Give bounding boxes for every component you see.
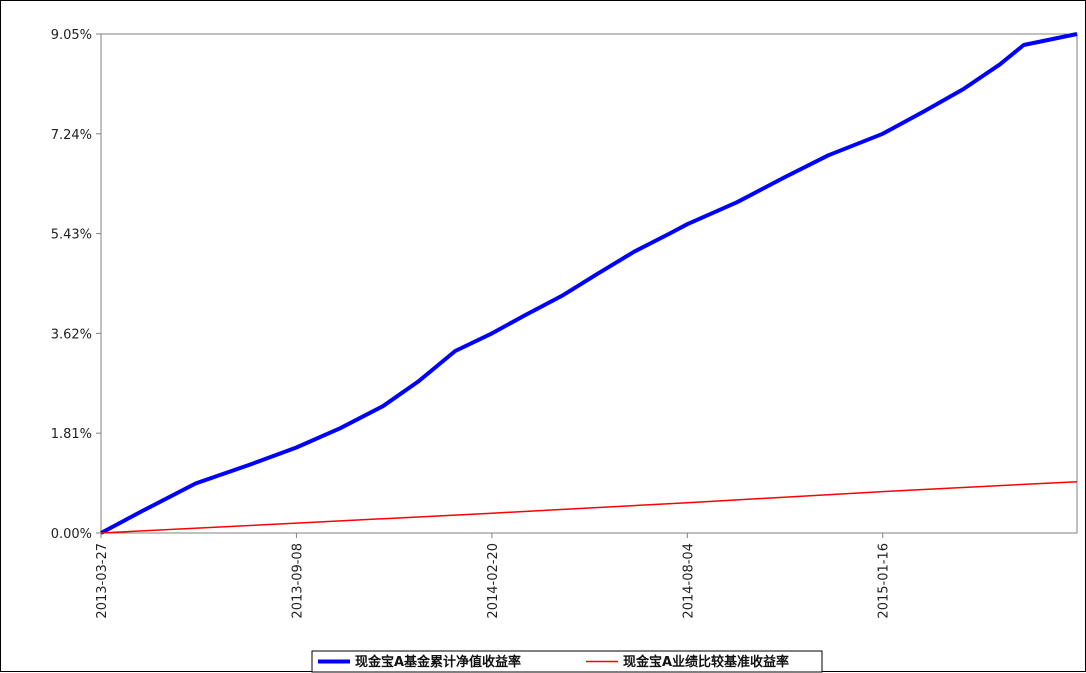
y-tick-label: 7.24% — [51, 128, 92, 143]
y-tick-label: 5.43% — [51, 228, 92, 243]
x-axis: 2013-03-27 2013-09-08 2014-02-20 2014-08-04… — [95, 533, 892, 619]
legend-label-1: 现金宝A业绩比较基准收益率 — [623, 654, 789, 670]
series-line-1 — [100, 480, 1078, 534]
x-tick-label: 2014-08-04 — [681, 543, 696, 619]
series-layer — [100, 32, 1078, 535]
x-tick-label: 2013-03-27 — [95, 543, 110, 619]
x-tick-label: 2014-02-20 — [486, 543, 501, 619]
y-tick-label: 9.05% — [51, 28, 92, 43]
y-axis: 0.00% 1.81% 3.62% 5.43% 7.24% 9.05% — [51, 28, 101, 542]
legend: 现金宝A基金累计净值收益率 现金宝A业绩比较基准收益率 — [311, 650, 823, 673]
series-line-0 — [100, 32, 1078, 535]
y-tick-label: 0.00% — [51, 527, 92, 542]
x-tick-label: 2013-09-08 — [290, 543, 305, 619]
y-tick-label: 3.62% — [51, 327, 92, 342]
y-tick-label: 1.81% — [51, 427, 92, 442]
x-tick-label: 2015-01-16 — [877, 543, 892, 619]
legend-label-0: 现金宝A基金累计净值收益率 — [355, 654, 521, 670]
